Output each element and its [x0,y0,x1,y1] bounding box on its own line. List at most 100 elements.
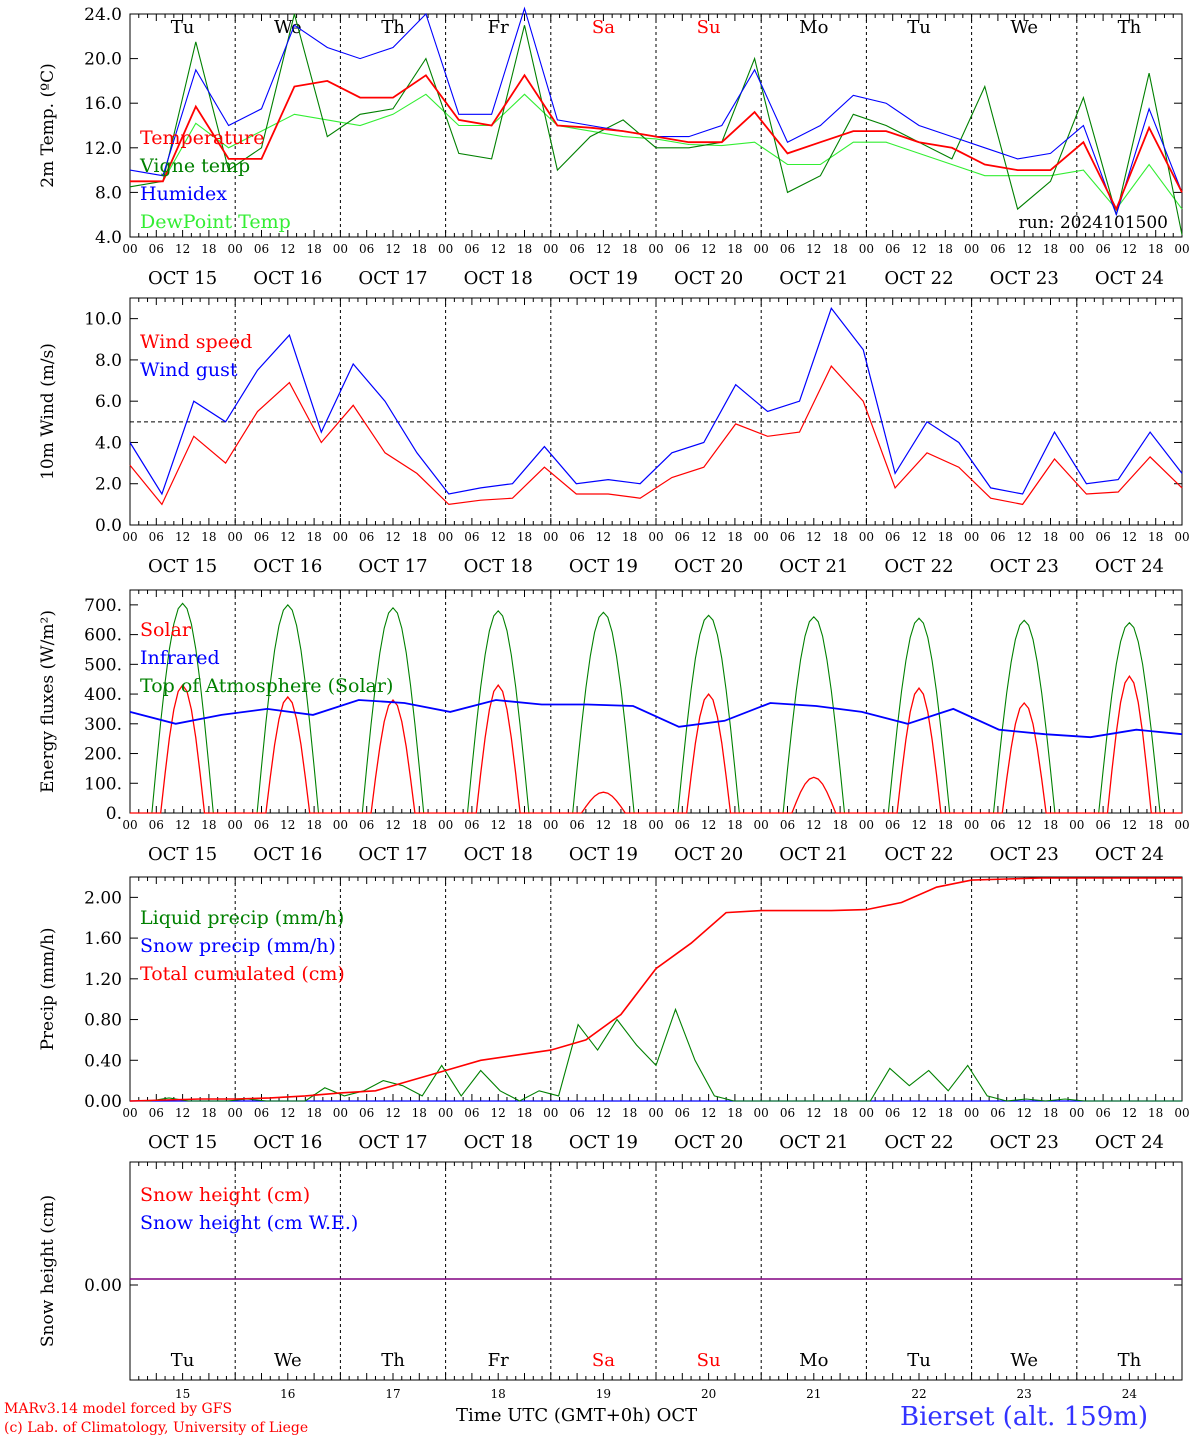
y-tick-label: 10.0 [84,310,122,330]
date-label: OCT 23 [990,268,1059,289]
date-label: OCT 19 [569,268,638,289]
hour-tick-label: 18 [727,1106,742,1120]
date-label: OCT 24 [1095,268,1164,289]
y-tick-label: 200. [84,745,122,765]
model-note: MARv3.14 model forced by GFS [4,1401,233,1417]
hour-tick-label: 18 [517,530,532,544]
station-name: Bierset (alt. 159m) [900,1402,1149,1432]
hour-tick-label: 12 [280,1106,295,1120]
hour-tick-label: 06 [780,242,795,256]
y-tick-label: 16.0 [84,94,122,114]
legend-entry: Snow height (cm W.E.) [140,1212,358,1234]
date-label: OCT 21 [779,556,848,577]
date-label: OCT 15 [148,268,217,289]
hour-tick-label: 06 [990,1106,1005,1120]
series-line-blue [129,307,1183,496]
hour-tick-label: 00 [648,818,663,832]
y-tick-label: 2.0 [95,475,122,495]
date-label: OCT 18 [464,556,533,577]
date-label: OCT 18 [464,268,533,289]
y-tick-label: 4.0 [95,228,122,248]
hour-tick-label: 06 [1095,818,1110,832]
hour-tick-label: 18 [517,1106,532,1120]
series-line-red [129,877,1182,1102]
day-number-label: 16 [280,1387,295,1401]
hour-tick-label: 00 [1174,1106,1189,1120]
hour-tick-label: 12 [1122,1106,1137,1120]
y-axis-label-wind: 10m Wind (m/s) [38,343,58,480]
hour-tick-label: 12 [701,242,716,256]
hour-tick-label: 00 [859,530,874,544]
run-label: run: 2024101500 [1019,213,1168,233]
hour-tick-label: 00 [228,530,243,544]
y-tick-label: 24.0 [84,5,122,25]
date-label: OCT 22 [884,1132,953,1153]
series-line-blue [129,699,1183,739]
hour-tick-label: 12 [596,1106,611,1120]
hour-tick-label: 18 [412,530,427,544]
hour-tick-label: 00 [333,818,348,832]
hour-tick-label: 12 [806,818,821,832]
hour-tick-label: 06 [149,242,164,256]
hour-tick-label: 00 [543,1106,558,1120]
y-tick-label: 0.80 [84,1011,122,1031]
date-label: OCT 23 [990,1132,1059,1153]
date-label: OCT 21 [779,844,848,865]
hour-tick-label: 18 [938,818,953,832]
hour-tick-label: 12 [175,530,190,544]
date-label: OCT 15 [148,556,217,577]
hour-tick-label: 12 [280,242,295,256]
hour-tick-label: 18 [201,818,216,832]
date-label: OCT 17 [358,1132,427,1153]
y-axis-label-precip: Precip (mm/h) [38,927,58,1050]
y-tick-label: 0.40 [84,1051,122,1071]
series-line-red [129,365,1183,506]
hour-tick-label: 00 [754,242,769,256]
hour-tick-label: 12 [175,1106,190,1120]
hour-tick-label: 00 [438,242,453,256]
date-label: OCT 23 [990,556,1059,577]
hour-tick-label: 18 [832,530,847,544]
legend-entry: Temperature [140,127,264,149]
hour-tick-label: 18 [1148,530,1163,544]
hour-tick-label: 06 [675,530,690,544]
legend-entry: Wind gust [140,359,238,381]
x-axis-month: OCT [656,1405,698,1426]
hour-tick-label: 06 [1095,242,1110,256]
y-tick-label: 0.00 [84,1092,122,1112]
day-number-label: 15 [175,1387,190,1401]
hour-tick-label: 18 [1043,1106,1058,1120]
hour-tick-label: 06 [990,242,1005,256]
hour-tick-label: 18 [832,242,847,256]
hour-tick-label: 06 [569,1106,584,1120]
date-label: OCT 24 [1095,1132,1164,1153]
hour-tick-label: 18 [1148,1106,1163,1120]
hour-tick-label: 18 [412,242,427,256]
weekday-label: Mo [799,17,828,38]
legend-entry: Total cumulated (cm) [140,963,345,985]
legend-entry: Top of Atmosphere (Solar) [140,675,393,697]
hour-tick-label: 00 [438,818,453,832]
hour-tick-label: 06 [1095,1106,1110,1120]
date-label: OCT 15 [148,844,217,865]
hour-tick-label: 18 [306,818,321,832]
legend-entry: Solar [140,619,192,641]
y-tick-label: 1.20 [84,970,122,990]
hour-tick-label: 00 [859,818,874,832]
hour-tick-label: 12 [385,1106,400,1120]
date-label: OCT 16 [253,844,322,865]
day-number-label: 23 [1017,1387,1032,1401]
hour-tick-label: 12 [280,818,295,832]
hour-tick-label: 18 [412,1106,427,1120]
hour-tick-label: 12 [385,242,400,256]
hour-tick-label: 00 [1069,242,1084,256]
hour-tick-label: 18 [622,818,637,832]
weekday-label: Fr [488,1350,509,1371]
hour-tick-label: 18 [622,1106,637,1120]
hour-tick-label: 18 [1148,242,1163,256]
hour-tick-label: 18 [727,818,742,832]
hour-tick-label: 00 [543,530,558,544]
date-label: OCT 21 [779,268,848,289]
weekday-label: Tu [907,1350,931,1371]
